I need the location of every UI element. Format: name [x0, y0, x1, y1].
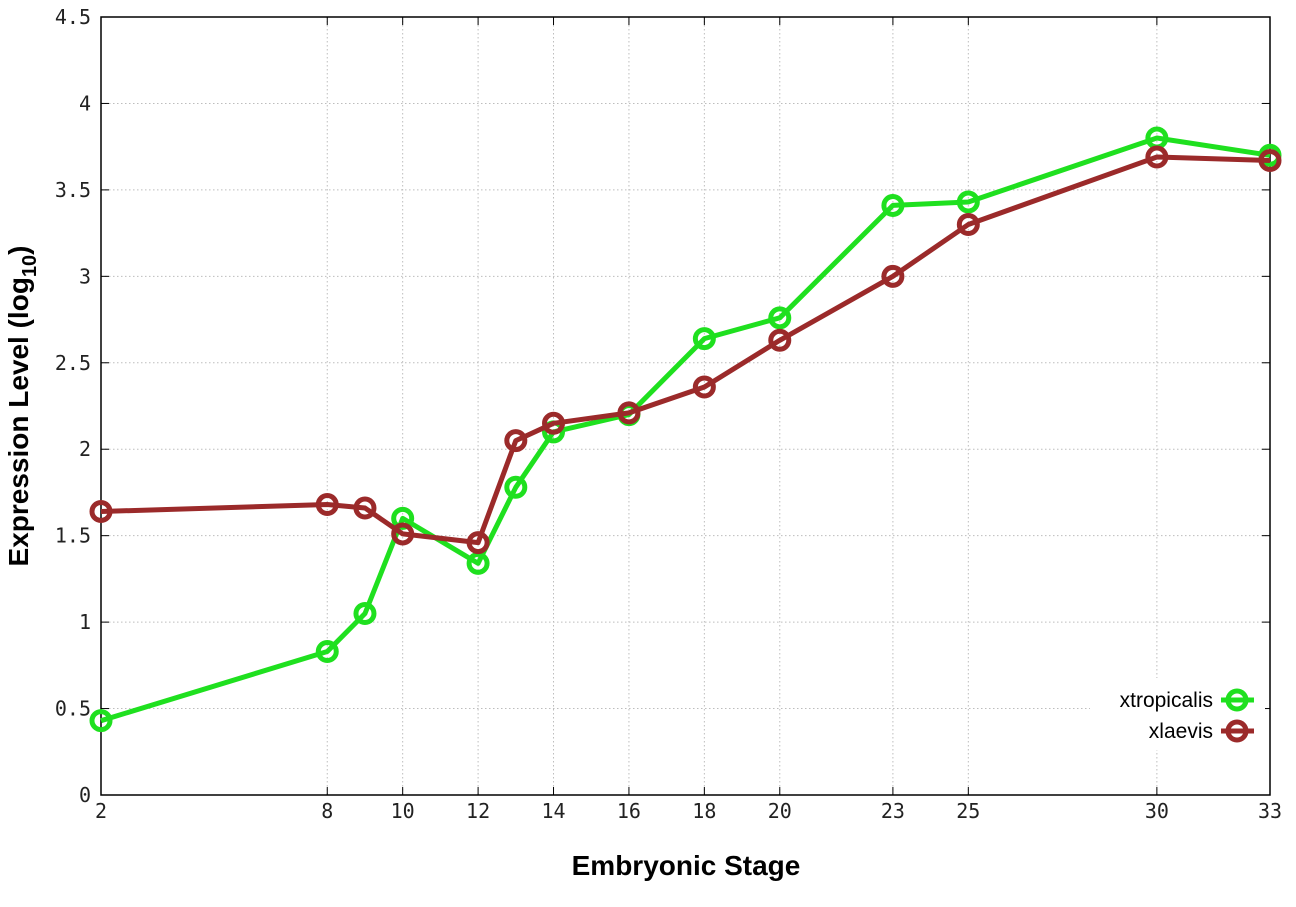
data-point-xlaevis	[466, 531, 490, 555]
data-point-xlaevis	[1258, 148, 1282, 172]
axis-ticks: 0 0.5 1 1.5 2 2.5 3 3.5 4 4.5 2 8 10 12 14 16 18 20 23 25 30…	[55, 5, 1282, 823]
y-tick-label: 4	[79, 91, 91, 115]
data-point-xlaevis	[1145, 145, 1169, 169]
legend-label-xtropicalis: xtropicalis	[1120, 689, 1213, 712]
x-tick-label: 30	[1145, 799, 1169, 823]
data-point-xtropicalis	[504, 475, 528, 499]
data-point-xlaevis	[542, 411, 566, 435]
y-tick-label: 1	[79, 610, 91, 634]
data-point-xlaevis	[881, 264, 905, 288]
y-tick-label: 4.5	[55, 5, 91, 29]
data-point-xlaevis	[956, 212, 980, 236]
data-point-xlaevis	[315, 493, 339, 517]
data-point-xtropicalis	[466, 551, 490, 575]
x-tick-label: 23	[881, 799, 905, 823]
y-tick-label: 3	[79, 264, 91, 288]
data-point-xtropicalis	[768, 306, 792, 330]
data-point-xlaevis	[89, 499, 113, 523]
legend-label-xlaevis: xlaevis	[1149, 720, 1213, 743]
y-tick-label: 1.5	[55, 524, 91, 548]
x-tick-label: 8	[321, 799, 333, 823]
x-axis-title: Embryonic Stage	[572, 850, 801, 881]
x-tick-label: 2	[95, 799, 107, 823]
y-tick-label: 2.5	[55, 351, 91, 375]
y-axis-title: Expression Level (log10)	[3, 246, 41, 567]
x-tick-label: 14	[541, 799, 565, 823]
legend-swatch-marker-xlaevis	[1225, 719, 1249, 743]
x-tick-label: 10	[391, 799, 415, 823]
data-point-xlaevis	[391, 522, 415, 546]
data-point-xtropicalis	[692, 327, 716, 351]
data-point-xlaevis	[504, 429, 528, 453]
data-point-xtropicalis	[89, 709, 113, 733]
series-line-xlaevis	[100, 154, 1271, 546]
legend: xtropicalis xlaevis	[1090, 678, 1265, 750]
data-point-xtropicalis	[315, 640, 339, 664]
y-tick-label: 0	[79, 783, 91, 807]
data-point-xtropicalis	[881, 193, 905, 217]
y-tick-label: 3.5	[55, 178, 91, 202]
data-point-xlaevis	[353, 496, 377, 520]
x-tick-label: 33	[1258, 799, 1282, 823]
legend-swatch-marker-xtropicalis	[1225, 688, 1249, 712]
x-tick-label: 20	[768, 799, 792, 823]
y-tick-label: 2	[79, 437, 91, 461]
data-point-xlaevis	[768, 328, 792, 352]
data-point-xtropicalis	[956, 190, 980, 214]
x-tick-label: 16	[617, 799, 641, 823]
data-point-xtropicalis	[353, 601, 377, 625]
data-point-xlaevis	[617, 401, 641, 425]
x-tick-label: 18	[692, 799, 716, 823]
plot-frame	[100, 16, 1271, 796]
y-tick-label: 0.5	[55, 697, 91, 721]
series	[89, 126, 1282, 733]
y-axis-title-main: Expression Level (log	[3, 277, 34, 566]
x-tick-label: 25	[956, 799, 980, 823]
data-point-xlaevis	[692, 375, 716, 399]
y-axis-title-subscript: 10	[19, 255, 41, 277]
x-tick-label: 12	[466, 799, 490, 823]
series-line-xtropicalis	[100, 135, 1271, 724]
y-axis-title-close: )	[3, 246, 34, 255]
